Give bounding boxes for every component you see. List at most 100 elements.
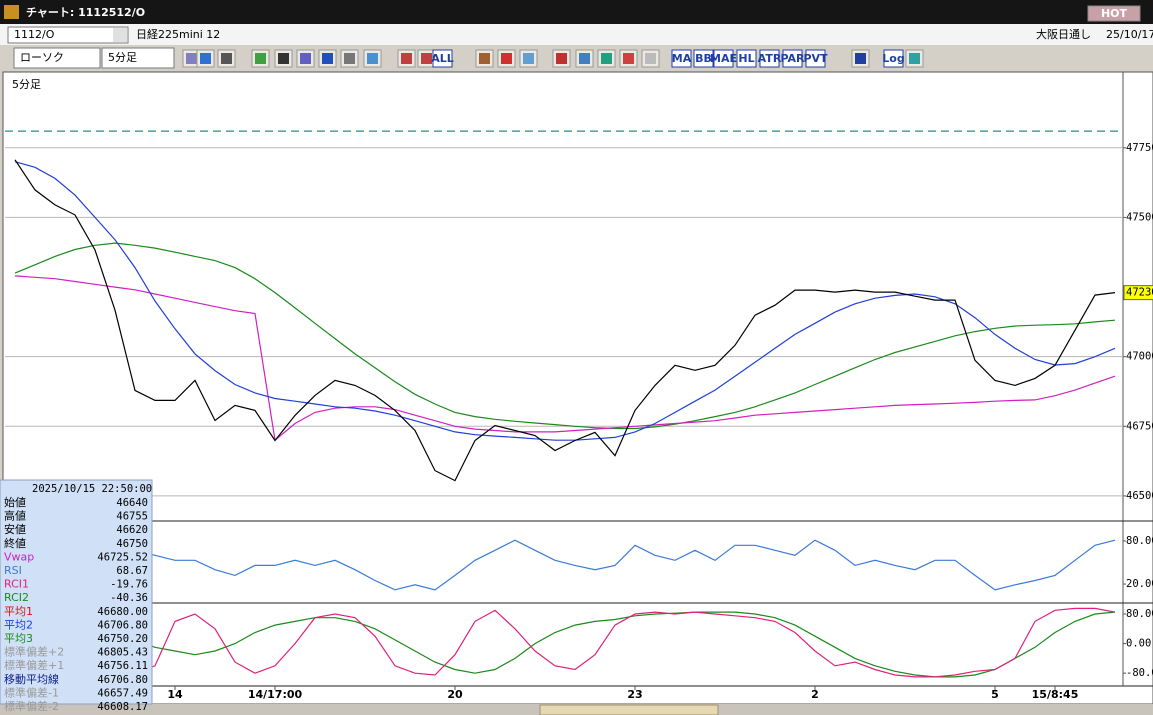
tool-button-label[interactable]: HL [738, 52, 754, 65]
series-line [14, 159, 1116, 482]
panel-title: 5分足 [12, 78, 41, 91]
info-label: RCI2 [4, 591, 29, 604]
title-bar [0, 0, 1153, 24]
info-value: 46755 [116, 511, 148, 523]
tool-glyph[interactable] [523, 53, 534, 64]
tool-glyph[interactable] [623, 53, 634, 64]
info-value: 46706.80 [97, 674, 148, 686]
info-label: 高値 [4, 509, 26, 523]
info-value: 46805.43 [97, 647, 148, 659]
interval[interactable]: 5分足 [108, 51, 137, 64]
info-value: 46657.49 [97, 687, 148, 699]
tool-button[interactable] [883, 49, 904, 68]
session: 大阪日通し [1036, 27, 1091, 41]
info-label: 平均1 [4, 605, 33, 618]
tool-glyph[interactable] [300, 53, 311, 64]
tool-button-label[interactable]: Log [882, 52, 904, 65]
hot-button[interactable] [1087, 5, 1141, 22]
instrument-name: 日経225mini 12 [136, 28, 220, 41]
scroll-thumb[interactable] [539, 704, 719, 715]
y-tick-label: 80.00 [1126, 535, 1153, 547]
info-value: 46756.11 [97, 660, 148, 672]
date: 25/10/17 [1106, 28, 1153, 41]
tool-glyph[interactable] [645, 53, 656, 64]
tool-button[interactable] [782, 49, 803, 68]
series-line [14, 539, 1116, 591]
info-value: 46750 [116, 538, 148, 550]
interval-select[interactable] [101, 47, 175, 69]
symbol-bar [0, 24, 1153, 45]
tool-glyph[interactable] [367, 53, 378, 64]
x-tick-label: 23 [627, 688, 642, 701]
hot-label[interactable]: HOT [1101, 7, 1128, 20]
tool-glyph[interactable] [421, 53, 432, 64]
x-tick-label: 20 [447, 688, 463, 701]
tool-glyph[interactable] [579, 53, 590, 64]
tool-glyph[interactable] [186, 53, 197, 64]
tool-button[interactable] [671, 49, 692, 68]
tool-button-label[interactable]: BB [695, 52, 712, 65]
tool-button-label[interactable]: PAR [780, 52, 805, 65]
tool-button[interactable] [805, 49, 826, 68]
info-label: Vwap [4, 550, 34, 563]
tool-glyph[interactable] [255, 53, 266, 64]
tool-glyph[interactable] [278, 53, 289, 64]
info-panel [0, 479, 153, 705]
y-tick-label: 80.00 [1126, 608, 1153, 620]
y-tick-label: 46500 [1126, 490, 1153, 502]
info-label: RCI1 [4, 578, 29, 591]
tool-glyph[interactable] [322, 53, 333, 64]
y-tick-label: 47500 [1126, 211, 1153, 223]
series-line [14, 242, 1116, 430]
tool-glyph[interactable] [556, 53, 567, 64]
series-line [14, 275, 1116, 442]
tool-glyph[interactable] [200, 53, 211, 64]
info-value: 46706.80 [97, 619, 148, 631]
tool-button-label[interactable]: MA [672, 52, 692, 65]
tool-button-label[interactable]: PVT [803, 52, 828, 65]
tool-glyph[interactable] [221, 53, 232, 64]
tool-button-label[interactable]: ALL [431, 52, 454, 65]
tool-glyph[interactable] [344, 53, 355, 64]
tool-button-label[interactable]: ATR [758, 52, 782, 65]
x-tick-label: 14/17:00 [248, 688, 303, 701]
window-title: チャート: 1112512/O [26, 6, 145, 19]
tool-glyph[interactable] [909, 53, 920, 64]
tool-glyph[interactable] [501, 53, 512, 64]
tool-glyph[interactable] [601, 53, 612, 64]
tool-glyph[interactable] [401, 53, 412, 64]
chart-type-select[interactable] [13, 47, 101, 69]
x-tick-label: 15/8:45 [1032, 688, 1079, 701]
info-label: 終値 [4, 536, 26, 550]
info-value: -40.36 [110, 592, 148, 604]
info-label: 標準偏差-2 [4, 699, 59, 713]
tool-button-label[interactable]: MAE [710, 52, 737, 65]
symbol-select[interactable] [7, 26, 129, 44]
info-label: 平均3 [4, 632, 33, 645]
symbol[interactable]: 1112/O [14, 28, 55, 41]
info-label: 安値 [4, 522, 26, 536]
dropdown-arrow[interactable] [113, 28, 127, 42]
info-value: 46640 [116, 497, 148, 509]
info-value: 46750.20 [97, 633, 148, 645]
tool-glyph[interactable] [479, 53, 490, 64]
y-tick-label: 20.00 [1126, 578, 1153, 590]
tool-button[interactable] [736, 49, 757, 68]
chart-type[interactable]: ローソク [20, 51, 64, 64]
tool-button[interactable] [759, 49, 780, 68]
info-label: 標準偏差+2 [4, 645, 64, 659]
info-value: 46608.17 [97, 701, 148, 713]
y-tick-label: 47750 [1126, 142, 1153, 154]
tool-button[interactable] [432, 49, 453, 68]
info-value: 46725.52 [97, 551, 148, 563]
info-label: 標準偏差+1 [4, 658, 64, 672]
info-value: 68.67 [116, 565, 148, 577]
tool-glyph[interactable] [855, 53, 866, 64]
tool-button[interactable] [713, 49, 734, 68]
chart-area [2, 71, 1153, 705]
x-tick-label: 14 [167, 688, 183, 701]
app-icon [4, 5, 19, 19]
info-label: 始値 [4, 495, 26, 509]
tool-button[interactable] [693, 49, 714, 68]
